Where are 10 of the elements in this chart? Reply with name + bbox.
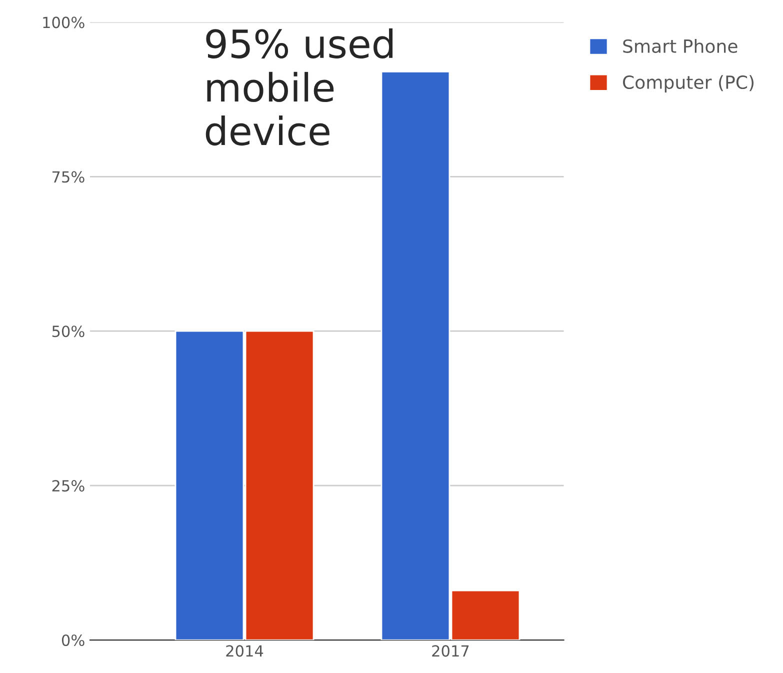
annotation: 95% used mobile device (206, 28, 393, 146)
legend-label: Computer (PC) (622, 75, 754, 93)
y-tick-label: 50% (52, 326, 84, 338)
x-tick-label: 2014 (226, 645, 264, 657)
y-tick-label: 25% (52, 480, 84, 492)
legend-label: Smart Phone (623, 39, 738, 53)
y-tick-label: 75% (52, 171, 84, 183)
x-tick-label: 2017 (432, 645, 469, 657)
y-tick-label: 100% (43, 16, 84, 28)
y-tick-label: 0% (62, 634, 84, 646)
